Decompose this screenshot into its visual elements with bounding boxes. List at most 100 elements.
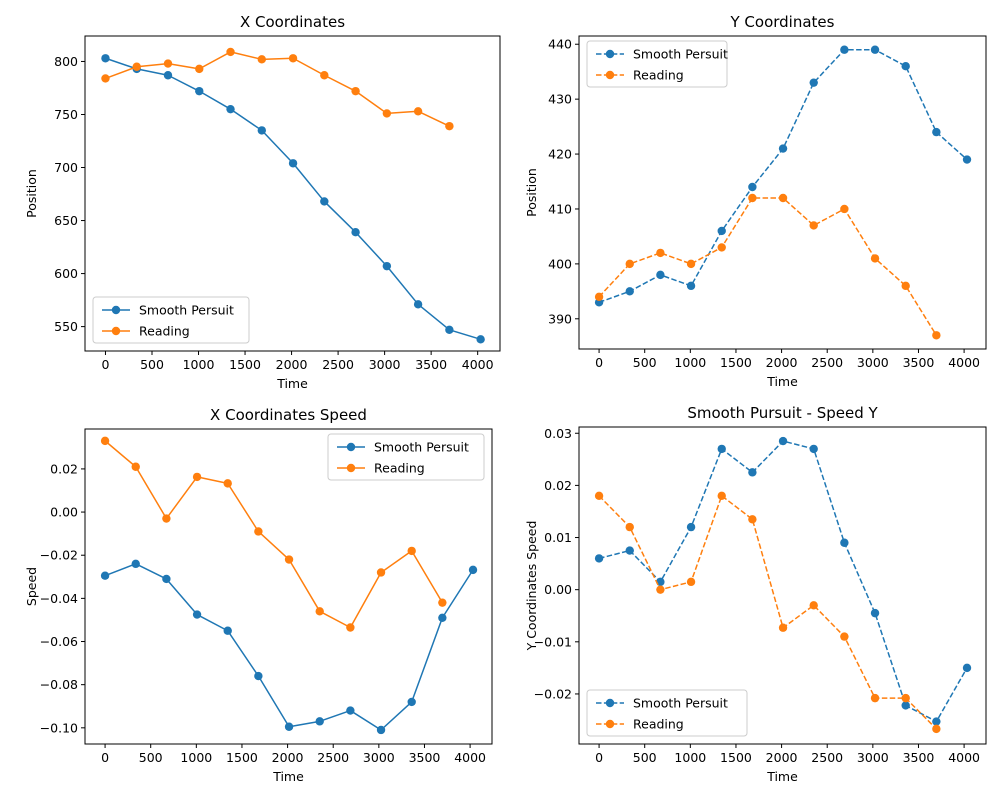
y-tick-label: 0.01 [544,530,572,545]
series-line-reading [598,197,937,336]
data-point [195,64,204,74]
legend-marker [346,463,356,473]
y-tick-label: 430 [548,92,572,107]
y-tick-label: 0.00 [544,582,572,597]
data-point [101,74,110,83]
data-point [778,144,788,153]
data-point [192,472,202,482]
data-point [901,62,910,71]
data-point [131,462,140,471]
series-line-smooth-persuit [598,48,968,304]
plot-area [100,436,478,735]
y-axis-label: Speed [24,567,39,606]
y-tick-label: 410 [548,201,572,216]
x-tick-label: 1000 [183,357,215,372]
legend-label: Smooth Persuit [633,47,728,62]
data-point [656,270,665,280]
data-point [284,555,294,564]
data-point [748,182,757,192]
data-point [870,693,880,703]
data-point [163,59,173,68]
data-point [594,491,604,501]
plot-area [594,45,972,340]
series-line-reading [104,440,444,629]
y-tick-label: 600 [54,266,78,281]
data-point [809,78,818,87]
x-tick-label: 2000 [276,357,308,372]
data-point [254,527,263,536]
data-point [594,554,604,563]
x-tick-label: 2000 [766,355,798,370]
data-point [438,613,447,622]
x-tick-label: 500 [633,355,657,370]
x-tick-label: 3500 [903,355,935,370]
y-tick-label: 390 [548,311,572,326]
legend-marker [111,305,121,315]
data-point [438,598,447,607]
data-point [382,109,392,118]
x-tick-label: 1000 [674,750,706,765]
data-point [376,725,386,735]
x-tick-label: 500 [633,750,657,765]
x-tick-label: 0 [595,750,603,765]
y-tick-label: 0.02 [544,478,572,493]
data-point [962,155,972,164]
data-point [226,47,235,57]
data-point [346,706,355,715]
data-point [382,261,392,271]
plot-area [594,436,972,734]
x-tick-label: 3500 [409,750,441,765]
data-point [132,62,141,71]
legend: Smooth Persuit Reading [327,433,485,481]
y-tick-label: 750 [54,107,78,122]
data-point [656,585,665,594]
legend-label: Smooth Persuit [139,303,234,318]
legend-label: Reading [633,717,684,732]
x-tick-label: 2000 [766,750,798,765]
x-axis-label: Time [276,376,308,391]
data-point [100,436,110,446]
y-tick-label: −0.04 [40,591,78,606]
x-tick-label: 3500 [415,357,447,372]
data-point [315,717,324,726]
data-point [407,546,416,556]
data-point [748,515,757,524]
legend-marker [605,698,615,708]
data-point [284,722,294,731]
legend-marker [346,442,356,452]
x-tick-label: 3000 [857,355,889,370]
axes-frame [578,426,987,745]
data-point [320,197,329,206]
data-point [870,608,880,618]
data-point [320,71,329,80]
y-tick-label: 0.02 [50,461,78,476]
x-tick-label: 0 [595,355,603,370]
data-point [226,104,235,114]
data-point [101,54,110,63]
legend-label: Reading [633,68,684,83]
data-point [445,325,454,334]
data-point [195,86,204,96]
y-tick-label: 700 [54,160,78,175]
series-line-smooth-persuit [598,440,968,723]
legend: Smooth Persuit Reading [586,689,748,737]
panel-x-coordinates-speed: X Coordinates Speed 0 500 1000 1500 2000 2500 3… [24,406,493,784]
x-tick-label: 1000 [674,355,706,370]
data-point [625,546,634,555]
x-tick-label: 500 [139,750,163,765]
data-point [778,193,788,203]
x-tick-label: 2500 [811,750,843,765]
x-tick-label: 0 [101,357,109,372]
axes-frame [84,35,501,352]
data-point [413,107,423,116]
legend-label: Smooth Persuit [633,696,728,711]
data-point [840,538,849,547]
y-tick-label: −0.01 [534,634,572,649]
data-point [376,568,386,577]
data-point [840,632,849,641]
data-point [748,193,757,203]
x-tick-label: 1500 [226,750,258,765]
x-tick-label: 4000 [948,750,980,765]
legend-marker [605,719,615,729]
